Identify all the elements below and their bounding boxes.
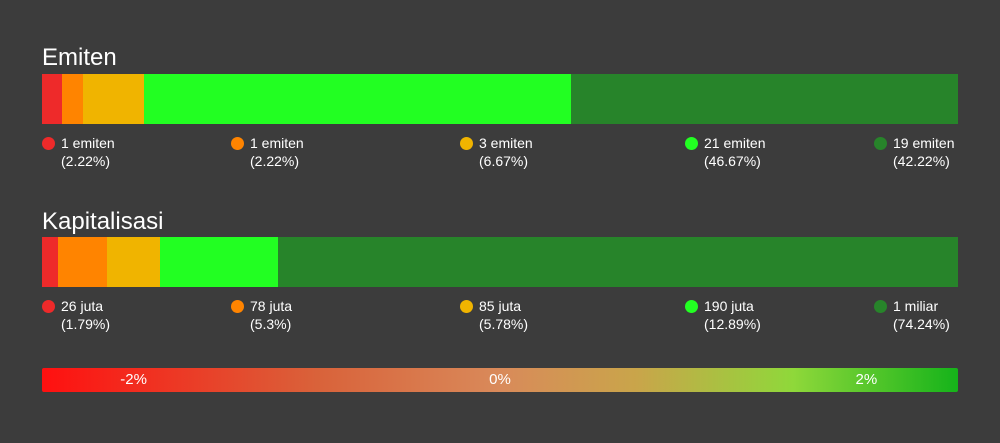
legend-dot-icon — [874, 136, 887, 150]
kapitalisasi-stacked-bar — [42, 237, 958, 287]
legend-percent: (74.24%) — [893, 316, 950, 332]
legend-percent: (2.22%) — [250, 153, 300, 169]
bar-segment — [62, 74, 83, 124]
legend-label: 190 juta — [704, 298, 754, 314]
bar-segment — [159, 237, 278, 287]
legend-item: 85 juta (5.78%) — [460, 297, 528, 333]
kapitalisasi-title: Kapitalisasi — [42, 208, 164, 235]
legend-dot-icon — [231, 299, 244, 313]
bar-segment — [277, 237, 958, 287]
legend-item: 1 emiten (2.22%) — [231, 134, 304, 170]
bar-segment — [106, 237, 160, 287]
legend-label: 21 emiten — [704, 135, 766, 151]
legend-dot-icon — [460, 136, 473, 150]
legend-dot-icon — [685, 136, 698, 150]
bar-segment — [58, 237, 107, 287]
legend-percent: (5.3%) — [250, 316, 292, 332]
legend-percent: (1.79%) — [61, 316, 111, 332]
bar-segment — [42, 74, 63, 124]
legend-label: 3 emiten — [479, 135, 533, 151]
legend-item: 1 emiten (2.22%) — [42, 134, 115, 170]
bar-segment — [82, 74, 144, 124]
legend-percent: (42.22%) — [893, 153, 950, 169]
scale-tick-label: -2% — [120, 371, 147, 388]
legend-item: 3 emiten (6.67%) — [460, 134, 533, 170]
legend-label: 1 emiten — [250, 135, 304, 151]
kapitalisasi-legend: 26 juta (1.79%) 78 juta (5.3%) 85 juta (5.78%… — [42, 297, 958, 333]
legend-item: 1 miliar (74.24%) — [874, 297, 950, 333]
legend-item: 190 juta (12.89%) — [685, 297, 761, 333]
legend-label: 85 juta — [479, 298, 522, 314]
legend-dot-icon — [685, 299, 698, 313]
scale-tick-label: 0% — [489, 371, 511, 388]
legend-dot-icon — [231, 136, 244, 150]
legend-label: 26 juta — [61, 298, 104, 314]
legend-item: 26 juta (1.79%) — [42, 297, 110, 333]
legend-item: 78 juta (5.3%) — [231, 297, 292, 333]
emiten-legend: 1 emiten (2.22%) 1 emiten (2.22%) 3 emiten (6… — [42, 134, 958, 170]
bar-segment — [571, 74, 958, 124]
legend-dot-icon — [874, 299, 887, 313]
legend-dot-icon — [460, 299, 473, 313]
legend-label: 78 juta — [250, 298, 293, 314]
legend-percent: (5.78%) — [479, 316, 529, 332]
emiten-stacked-bar — [42, 74, 958, 124]
bar-segment — [143, 74, 572, 124]
scale-tick-label: 2% — [855, 371, 878, 388]
legend-percent: (46.67%) — [704, 153, 761, 169]
legend-percent: (6.67%) — [479, 153, 529, 169]
bar-segment — [42, 237, 59, 287]
change-color-scale: -2% 0% 2% — [42, 368, 958, 392]
legend-label: 1 emiten — [61, 135, 115, 151]
legend-label: 1 miliar — [893, 298, 939, 314]
legend-item: 21 emiten (46.67%) — [685, 134, 765, 170]
legend-percent: (2.22%) — [61, 153, 111, 169]
legend-dot-icon — [42, 299, 55, 313]
legend-label: 19 emiten — [893, 135, 955, 151]
legend-dot-icon — [42, 136, 55, 150]
legend-item: 19 emiten (42.22%) — [874, 134, 954, 170]
emiten-title: Emiten — [42, 44, 117, 71]
legend-percent: (12.89%) — [704, 316, 761, 332]
